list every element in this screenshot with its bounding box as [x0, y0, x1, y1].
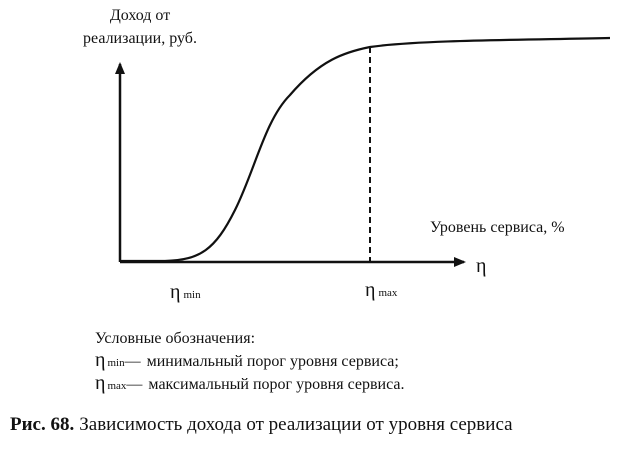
- x-axis-label: Уровень сервиса, %: [430, 219, 565, 236]
- symbol: η: [95, 372, 105, 394]
- subscript: max: [107, 380, 126, 392]
- symbol: η: [95, 349, 105, 371]
- legend-text: минимальный порог уровня сервиса;: [147, 353, 399, 370]
- revenue-curve: [120, 36, 611, 263]
- y-axis-label: Доход от: [110, 7, 170, 24]
- symbol: η: [365, 279, 375, 301]
- caption-label: Рис. 68.: [10, 414, 74, 435]
- caption-text: Зависимость дохода от реализации от уров…: [79, 414, 513, 435]
- subscript: min: [107, 357, 125, 369]
- y-axis-label: реализации, руб.: [83, 30, 197, 47]
- symbol: η: [170, 281, 180, 303]
- caption: Рис. 68. Зависимость дохода от реализации…: [10, 414, 513, 435]
- subscript: max: [378, 287, 397, 299]
- min-marker: η min: [170, 281, 201, 303]
- legend-text: максимальный порог уровня сервиса.: [148, 376, 404, 393]
- x-axis-symbol: η: [476, 255, 486, 277]
- dash: —: [125, 376, 143, 393]
- dash: —: [124, 353, 142, 370]
- subscript: min: [183, 289, 201, 301]
- legend-title: Условные обозначения:: [95, 330, 255, 347]
- max-marker: η max: [365, 279, 398, 301]
- legend-item: η max— максимальный порог уровня сервиса.: [95, 372, 405, 394]
- legend-item: η min— минимальный порог уровня сервиса;: [95, 349, 399, 371]
